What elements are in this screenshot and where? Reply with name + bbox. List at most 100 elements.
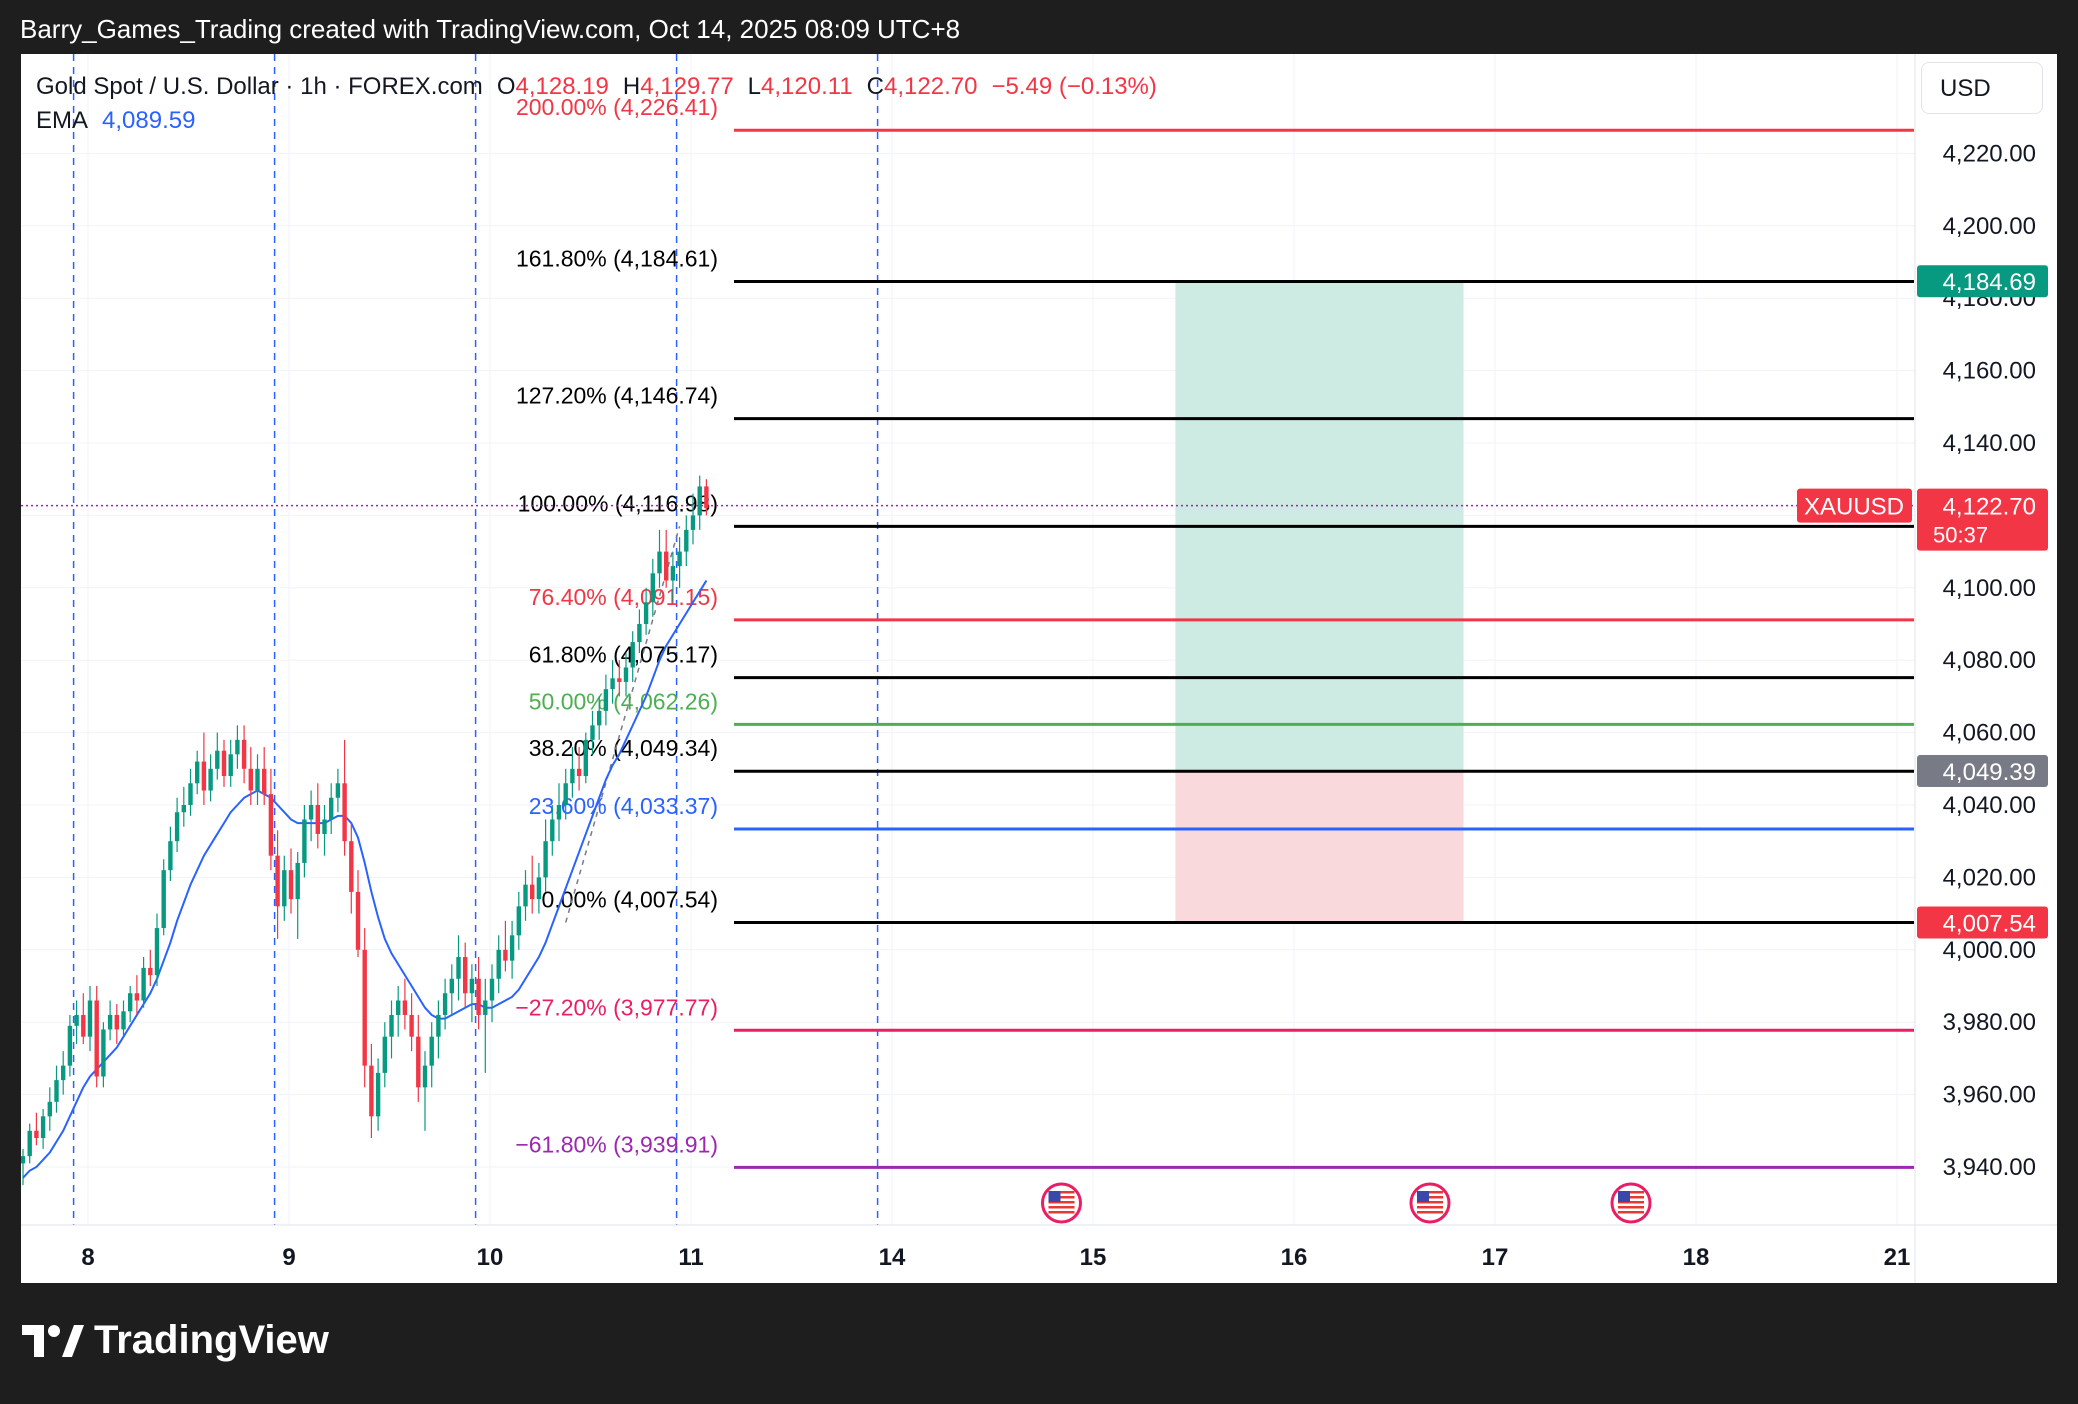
- candle-body[interactable]: [262, 768, 267, 795]
- candle-body[interactable]: [483, 1000, 488, 1015]
- price-tag[interactable]: [1917, 755, 2048, 788]
- candle-body[interactable]: [121, 1011, 126, 1030]
- candle-body[interactable]: [315, 805, 320, 834]
- candle-body[interactable]: [114, 1014, 119, 1030]
- candle-body[interactable]: [469, 978, 475, 994]
- candle-body[interactable]: [590, 725, 595, 740]
- candle-body[interactable]: [442, 993, 448, 1015]
- candle-body[interactable]: [268, 794, 274, 856]
- chart-panel[interactable]: 200.00% (4,226.41) 161.80% (4,184.61) 127.…: [21, 54, 2057, 1283]
- candle-body[interactable]: [650, 573, 655, 603]
- candle-body[interactable]: [523, 884, 528, 907]
- candle-body[interactable]: [362, 949, 367, 1066]
- candle-body[interactable]: [402, 1000, 408, 1015]
- candle-body[interactable]: [389, 1014, 394, 1037]
- candle-body[interactable]: [168, 841, 173, 871]
- candle-body[interactable]: [623, 667, 629, 682]
- candle-body[interactable]: [255, 768, 260, 791]
- symbol-title[interactable]: Gold Spot / U.S. Dollar · 1h · FOREX.com: [36, 73, 483, 100]
- candle-body[interactable]: [141, 967, 146, 1001]
- candle-body[interactable]: [664, 551, 669, 581]
- candle-body[interactable]: [335, 783, 341, 798]
- candle-body[interactable]: [436, 1014, 441, 1037]
- candle-body[interactable]: [684, 529, 689, 552]
- candle-body[interactable]: [375, 1072, 381, 1117]
- candle-body[interactable]: [456, 957, 461, 979]
- candle-body[interactable]: [677, 551, 682, 567]
- candle-body[interactable]: [154, 928, 160, 976]
- candle-body[interactable]: [322, 819, 327, 834]
- candle-body[interactable]: [509, 935, 515, 961]
- candle-body[interactable]: [174, 812, 180, 842]
- candle-body[interactable]: [107, 1014, 113, 1030]
- candle-body[interactable]: [201, 761, 207, 791]
- candle-body[interactable]: [416, 1036, 421, 1088]
- candle-body[interactable]: [610, 678, 615, 690]
- candle-body[interactable]: [396, 1000, 401, 1015]
- candle-body[interactable]: [597, 710, 602, 726]
- candle-body[interactable]: [603, 689, 609, 711]
- candle-body[interactable]: [87, 1000, 93, 1037]
- candle-body[interactable]: [617, 678, 622, 682]
- candle-body[interactable]: [101, 1029, 106, 1077]
- candle-body[interactable]: [228, 754, 233, 777]
- candle-body[interactable]: [576, 768, 582, 777]
- candle-body[interactable]: [302, 819, 307, 863]
- price-tag[interactable]: [1917, 906, 2048, 939]
- candle-body[interactable]: [543, 841, 548, 878]
- currency-button[interactable]: USD: [1921, 62, 2043, 114]
- candle-body[interactable]: [221, 750, 227, 777]
- candle-body[interactable]: [308, 805, 314, 820]
- candle-body[interactable]: [670, 566, 676, 581]
- price-tag[interactable]: [1917, 265, 2048, 298]
- candlestick-chart[interactable]: 200.00% (4,226.41) 161.80% (4,184.61) 127.…: [21, 54, 2057, 1283]
- candle-body[interactable]: [61, 1065, 66, 1081]
- candle-body[interactable]: [235, 739, 240, 755]
- candle-body[interactable]: [74, 1014, 79, 1026]
- candle-body[interactable]: [657, 551, 662, 574]
- candle-body[interactable]: [208, 768, 213, 791]
- ema-line[interactable]: [22, 580, 708, 1179]
- position-stop-zone[interactable]: [1175, 771, 1464, 923]
- candle-body[interactable]: [215, 750, 220, 769]
- candle-body[interactable]: [643, 602, 649, 624]
- candle-body[interactable]: [275, 855, 280, 907]
- candle-body[interactable]: [188, 783, 193, 805]
- fib-trend-line[interactable]: [564, 526, 681, 923]
- candle-body[interactable]: [288, 870, 294, 900]
- candle-body[interactable]: [181, 805, 186, 813]
- candle-body[interactable]: [570, 768, 575, 784]
- candle-body[interactable]: [409, 1014, 414, 1037]
- candle-body[interactable]: [516, 906, 521, 936]
- candle-body[interactable]: [282, 870, 287, 907]
- candle-body[interactable]: [349, 841, 354, 892]
- candle-body[interactable]: [429, 1036, 434, 1066]
- candle-body[interactable]: [295, 862, 300, 900]
- candle-body[interactable]: [248, 768, 253, 791]
- candle-body[interactable]: [556, 805, 562, 820]
- candle-body[interactable]: [489, 978, 495, 1001]
- candle-body[interactable]: [195, 761, 200, 784]
- candle-body[interactable]: [630, 642, 635, 668]
- candle-body[interactable]: [503, 949, 508, 961]
- candle-body[interactable]: [148, 967, 153, 976]
- candle-body[interactable]: [550, 819, 555, 842]
- candle-body[interactable]: [704, 486, 709, 509]
- candle-body[interactable]: [47, 1101, 52, 1117]
- candle-body[interactable]: [449, 978, 454, 994]
- candle-body[interactable]: [161, 870, 166, 929]
- candle-body[interactable]: [34, 1130, 39, 1139]
- candle-body[interactable]: [697, 486, 702, 516]
- candle-body[interactable]: [637, 624, 642, 643]
- symbol-price-tag[interactable]: [1797, 488, 1912, 523]
- ema-row[interactable]: EMA 4,089.59: [36, 104, 1157, 138]
- candle-body[interactable]: [563, 783, 568, 805]
- candle-body[interactable]: [81, 1014, 86, 1037]
- candle-body[interactable]: [382, 1036, 387, 1073]
- candle-body[interactable]: [134, 993, 140, 1001]
- candle-body[interactable]: [690, 515, 696, 530]
- candle-body[interactable]: [496, 949, 501, 979]
- candle-body[interactable]: [27, 1130, 32, 1157]
- candle-body[interactable]: [54, 1080, 59, 1102]
- candle-body[interactable]: [463, 957, 468, 994]
